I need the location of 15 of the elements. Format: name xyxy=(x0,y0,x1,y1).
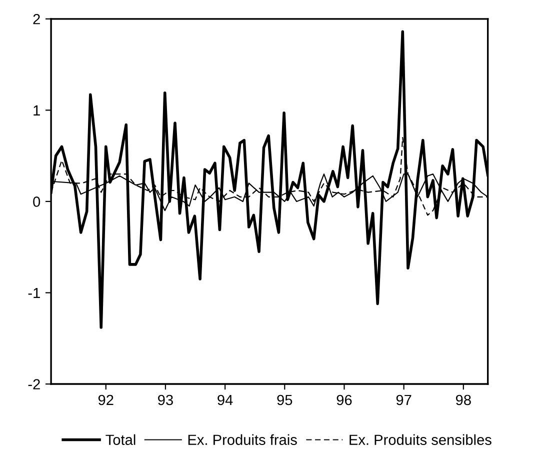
legend-label: Ex. Produits frais xyxy=(188,434,297,445)
y-tick-label: 2 xyxy=(33,14,40,24)
legend-label: Total xyxy=(106,434,136,445)
x-tick-label: 98 xyxy=(456,394,471,406)
x-tick-label: 92 xyxy=(98,394,114,406)
y-tick-label: -1 xyxy=(28,288,40,298)
x-tick-label: 96 xyxy=(336,394,352,406)
x-tick-label: 94 xyxy=(218,394,233,406)
y-tick-label: -2 xyxy=(28,379,40,390)
x-tick-label: 93 xyxy=(158,394,173,406)
legend-label: Ex. Produits sensibles xyxy=(350,434,492,445)
x-tick-label: 97 xyxy=(396,394,412,406)
x-tick-label: 95 xyxy=(277,394,292,406)
y-tick-label: 0 xyxy=(33,196,40,207)
y-tick-label: 1 xyxy=(34,105,40,116)
